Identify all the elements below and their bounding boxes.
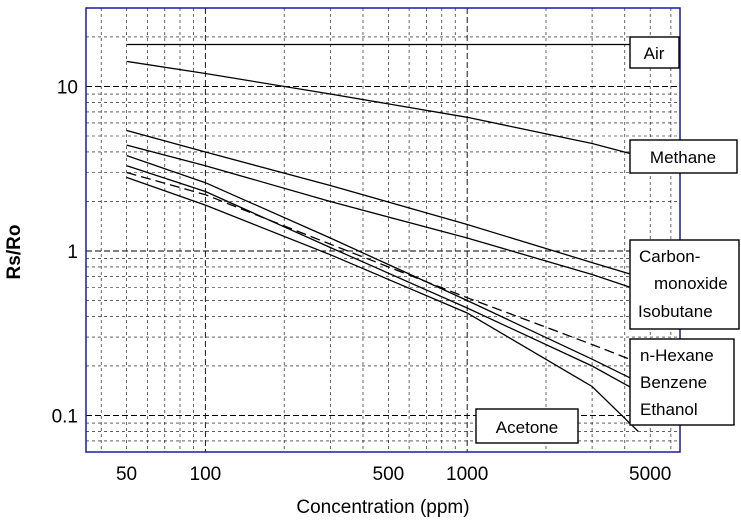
y-tick-label: 1 [67, 242, 78, 263]
x-tick-labels: 50 100 500 1000 5000 [116, 464, 671, 485]
svg-text:Air: Air [644, 44, 665, 63]
x-axis-title: Concentration (ppm) [296, 497, 469, 518]
series-acetone [126, 176, 639, 432]
x-tick-label: 500 [373, 464, 405, 485]
x-tick-label: 100 [190, 464, 222, 485]
x-tick-label: 1000 [446, 464, 488, 485]
label-air: Air [629, 36, 680, 69]
y-tick-labels: 0.1 1 10 [52, 77, 78, 427]
svg-text:Carbon-: Carbon- [639, 247, 700, 266]
label-methane: Methane [629, 139, 738, 174]
series-carbon-monoxide [126, 129, 639, 278]
legend-labels: Air Methane Carbon- monoxide Isobutane n… [475, 36, 740, 444]
series-ethanol [126, 165, 639, 393]
label-carbon-monoxide-isobutane: Carbon- monoxide Isobutane [629, 239, 740, 330]
series-benzene [126, 154, 639, 383]
label-acetone: Acetone [475, 408, 579, 444]
y-tick-label: 10 [57, 77, 78, 98]
svg-text:Benzene: Benzene [640, 373, 707, 392]
svg-text:Acetone: Acetone [496, 418, 558, 437]
grid-lines [86, 8, 680, 452]
x-tick-label: 50 [116, 464, 137, 485]
svg-text:Isobutane: Isobutane [638, 302, 713, 321]
x-tick-label: 5000 [629, 464, 671, 485]
svg-text:monoxide: monoxide [654, 274, 728, 293]
svg-text:n-Hexane: n-Hexane [640, 346, 714, 365]
y-tick-label: 0.1 [52, 407, 78, 428]
label-hexane-benzene-ethanol: n-Hexane Benzene Ethanol [629, 338, 735, 426]
series-n-hexane [126, 171, 639, 364]
y-axis-title: Rs/Ro [4, 225, 25, 280]
plot-frame [85, 7, 681, 453]
svg-text:Methane: Methane [650, 148, 716, 167]
series-isobutane [126, 144, 639, 291]
svg-text:Ethanol: Ethanol [640, 400, 698, 419]
series-lines [126, 43, 639, 432]
series-methane [126, 60, 639, 157]
